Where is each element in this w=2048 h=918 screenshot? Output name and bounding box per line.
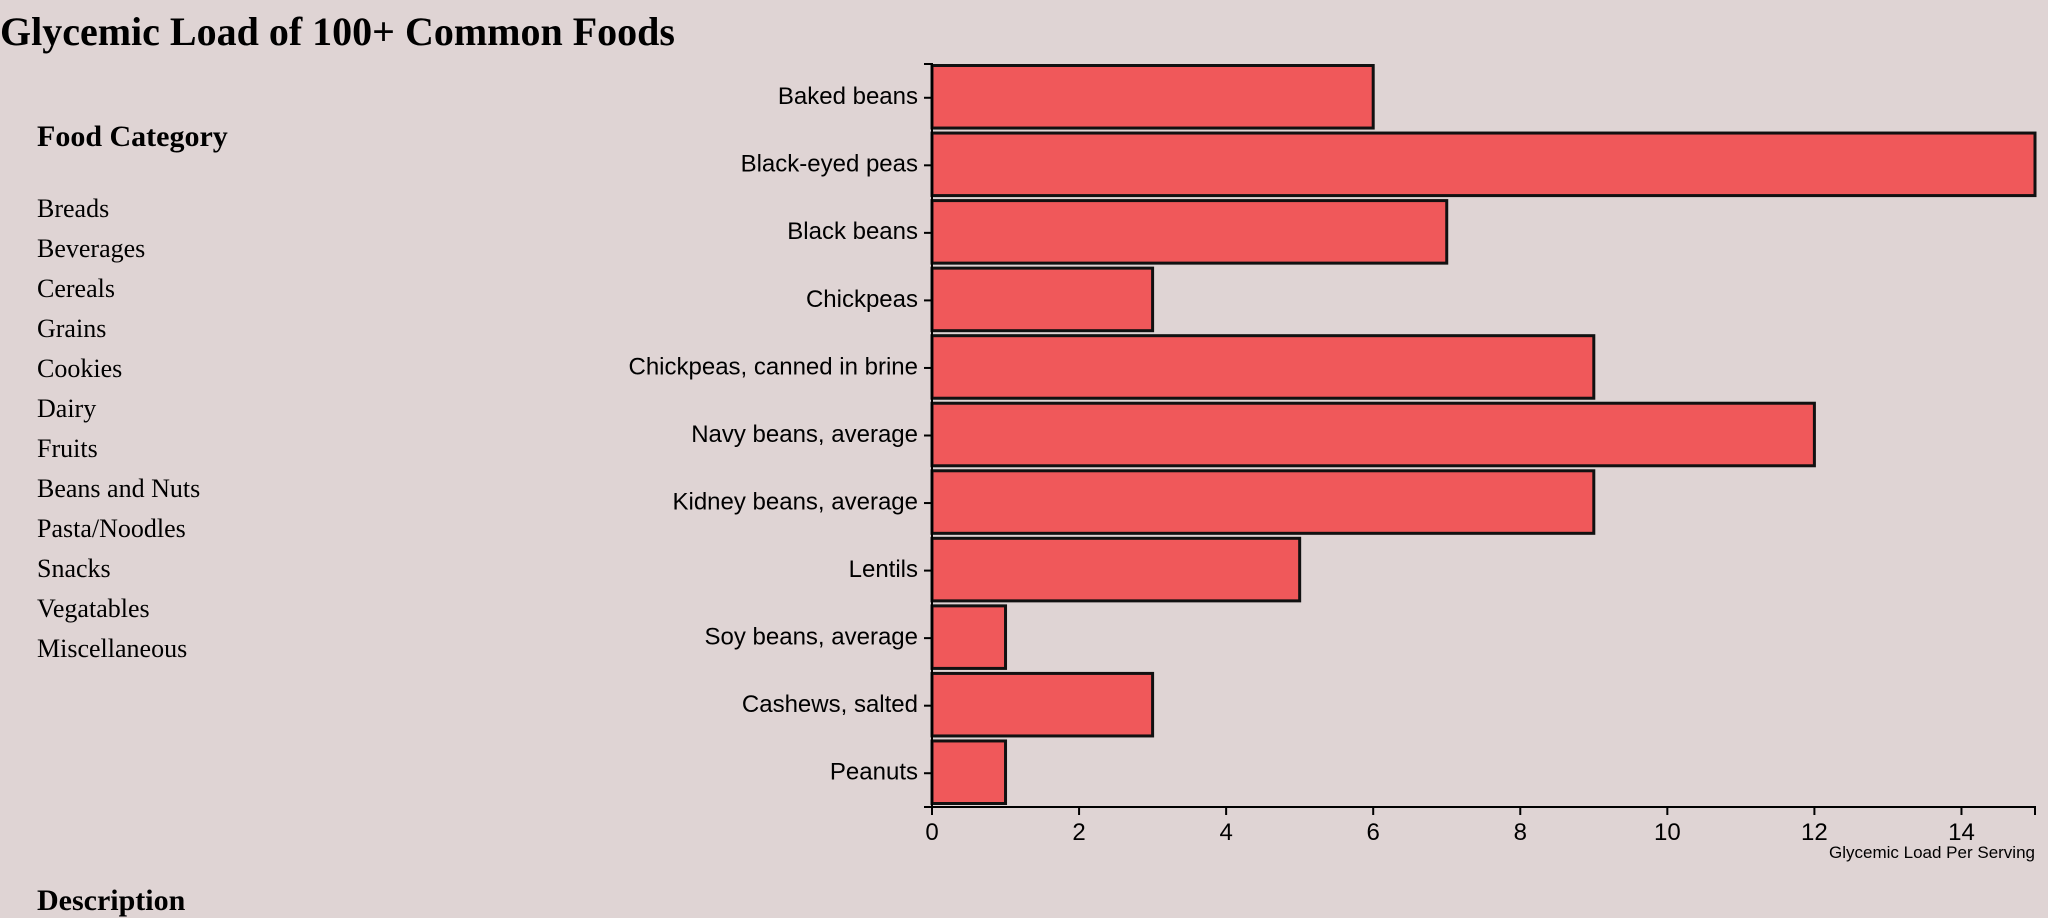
y-tick-label-baked-beans: Baked beans: [778, 83, 918, 110]
category-item-dairy[interactable]: Dairy: [37, 394, 97, 423]
y-tick-label-black-eyed-peas: Black-eyed peas: [741, 151, 918, 178]
category-item-beverages[interactable]: Beverages: [37, 234, 146, 263]
x-tick-label-8: 8: [1514, 819, 1527, 846]
food-category-heading: Food Category: [37, 120, 228, 153]
x-tick-label-0: 0: [925, 819, 938, 846]
bar-cashews-salted: [930, 671, 1155, 738]
bar-chickpeas: [930, 266, 1155, 333]
category-item-cookies[interactable]: Cookies: [37, 354, 123, 383]
y-tick-label-chickpeas: Chickpeas: [806, 286, 918, 313]
x-tick-label-12: 12: [1801, 819, 1828, 846]
y-tick-label-cashews-salted: Cashews, salted: [742, 691, 918, 718]
bar-navy-beans-average: [930, 401, 1816, 468]
bar-lentils: [930, 536, 1302, 603]
y-tick-label-black-beans: Black beans: [787, 218, 918, 245]
category-item-fruits[interactable]: Fruits: [37, 434, 98, 463]
page-title: Glycemic Load of 100+ Common Foods: [0, 9, 675, 54]
category-item-cereals[interactable]: Cereals: [37, 274, 115, 303]
bar-peanuts: [930, 739, 1008, 805]
category-item-miscellaneous[interactable]: Miscellaneous: [37, 634, 188, 663]
x-tick-label-10: 10: [1654, 819, 1681, 846]
category-item-vegatables[interactable]: Vegatables: [37, 594, 150, 623]
bar-chickpeas-canned-in-brine: [930, 334, 1596, 400]
x-axis-label: Glycemic Load Per Serving: [1829, 843, 2035, 862]
category-item-pasta-noodles[interactable]: Pasta/Noodles: [37, 514, 186, 543]
bar-black-eyed-peas: [930, 131, 2037, 198]
food-category-list: Breads Beverages Cereals Grains Cookies …: [37, 189, 200, 669]
y-tick-label-soy-beans-average: Soy beans, average: [705, 623, 918, 650]
bar-kidney-beans-average: [930, 469, 1596, 535]
bar-black-beans: [930, 199, 1449, 265]
x-axis-line: [931, 806, 2036, 815]
x-tick-label-6: 6: [1367, 819, 1380, 846]
description-heading: Description: [37, 884, 186, 917]
category-item-breads[interactable]: Breads: [37, 194, 110, 223]
category-item-beans-and-nuts[interactable]: Beans and Nuts: [37, 474, 201, 503]
bar-soy-beans-average: [930, 604, 1008, 670]
y-tick-label-chickpeas-canned-in-brine: Chickpeas, canned in brine: [628, 353, 918, 380]
x-tick-label-4: 4: [1219, 819, 1232, 846]
bar-baked-beans: [930, 64, 1375, 130]
y-tick-label-lentils: Lentils: [849, 556, 918, 583]
x-tick-label-14: 14: [1948, 819, 1975, 846]
y-tick-label-kidney-beans-average: Kidney beans, average: [672, 488, 918, 515]
x-tick-label-2: 2: [1072, 819, 1085, 846]
y-tick-label-peanuts: Peanuts: [830, 759, 918, 786]
y-tick-label-navy-beans-average: Navy beans, average: [691, 421, 918, 448]
category-item-snacks[interactable]: Snacks: [37, 554, 111, 583]
category-item-grains[interactable]: Grains: [37, 314, 107, 343]
